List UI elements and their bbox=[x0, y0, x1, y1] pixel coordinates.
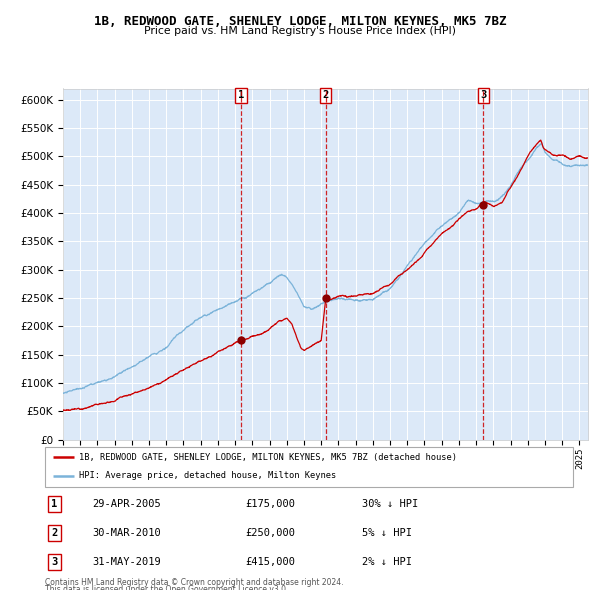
Text: 5% ↓ HPI: 5% ↓ HPI bbox=[362, 528, 412, 537]
Text: 1: 1 bbox=[238, 90, 244, 100]
Text: Price paid vs. HM Land Registry's House Price Index (HPI): Price paid vs. HM Land Registry's House … bbox=[144, 26, 456, 36]
Text: 30-MAR-2010: 30-MAR-2010 bbox=[92, 528, 161, 537]
Text: 29-APR-2005: 29-APR-2005 bbox=[92, 499, 161, 509]
Text: 2: 2 bbox=[322, 90, 329, 100]
FancyBboxPatch shape bbox=[45, 447, 573, 487]
Text: 2: 2 bbox=[52, 528, 58, 537]
Text: Contains HM Land Registry data © Crown copyright and database right 2024.: Contains HM Land Registry data © Crown c… bbox=[45, 578, 343, 587]
Text: 1B, REDWOOD GATE, SHENLEY LODGE, MILTON KEYNES, MK5 7BZ (detached house): 1B, REDWOOD GATE, SHENLEY LODGE, MILTON … bbox=[79, 453, 457, 462]
Text: £175,000: £175,000 bbox=[245, 499, 296, 509]
Text: 30% ↓ HPI: 30% ↓ HPI bbox=[362, 499, 418, 509]
Text: 3: 3 bbox=[480, 90, 487, 100]
Text: 2% ↓ HPI: 2% ↓ HPI bbox=[362, 557, 412, 566]
Text: 3: 3 bbox=[52, 557, 58, 566]
Text: £415,000: £415,000 bbox=[245, 557, 296, 566]
Text: 1B, REDWOOD GATE, SHENLEY LODGE, MILTON KEYNES, MK5 7BZ: 1B, REDWOOD GATE, SHENLEY LODGE, MILTON … bbox=[94, 15, 506, 28]
Text: HPI: Average price, detached house, Milton Keynes: HPI: Average price, detached house, Milt… bbox=[79, 471, 337, 480]
Text: 31-MAY-2019: 31-MAY-2019 bbox=[92, 557, 161, 566]
Text: This data is licensed under the Open Government Licence v3.0.: This data is licensed under the Open Gov… bbox=[45, 585, 289, 590]
Text: 1: 1 bbox=[52, 499, 58, 509]
Text: £250,000: £250,000 bbox=[245, 528, 296, 537]
